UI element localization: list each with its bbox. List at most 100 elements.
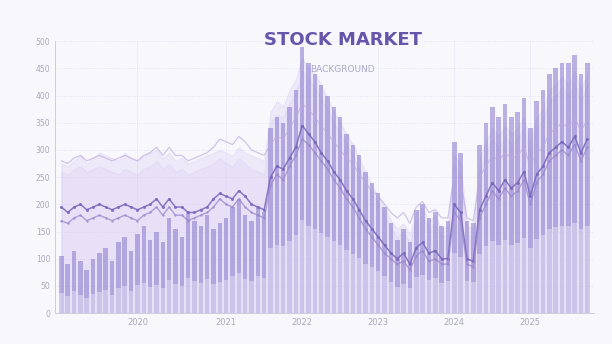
Bar [294, 235, 298, 313]
Bar [370, 267, 374, 313]
Bar [135, 286, 140, 313]
Bar [351, 254, 355, 313]
Bar [585, 226, 589, 313]
Bar [572, 55, 577, 313]
Bar [547, 74, 551, 313]
Bar [249, 281, 254, 313]
Bar [281, 123, 285, 313]
Bar [122, 237, 127, 313]
Bar [116, 243, 121, 313]
Bar [332, 241, 336, 313]
Bar [351, 144, 355, 313]
Bar [414, 210, 419, 313]
Bar [483, 246, 488, 313]
Bar [141, 283, 146, 313]
Bar [256, 276, 260, 313]
Bar [59, 256, 64, 313]
Bar [376, 271, 381, 313]
Bar [287, 241, 292, 313]
Bar [534, 101, 539, 313]
Bar [345, 134, 349, 313]
Bar [395, 287, 400, 313]
Bar [357, 258, 362, 313]
Bar [579, 74, 583, 313]
Bar [401, 283, 406, 313]
Bar [566, 63, 570, 313]
Bar [471, 223, 476, 313]
Bar [325, 96, 330, 313]
Bar [224, 280, 228, 313]
Bar [173, 229, 177, 313]
Bar [268, 128, 273, 313]
Bar [515, 243, 520, 313]
Bar [173, 283, 177, 313]
Bar [553, 68, 558, 313]
Bar [458, 257, 463, 313]
Bar [521, 238, 526, 313]
Bar [433, 213, 438, 313]
Bar [268, 248, 273, 313]
Bar [534, 239, 539, 313]
Bar [192, 281, 196, 313]
Bar [262, 213, 266, 313]
Bar [420, 204, 425, 313]
Bar [389, 282, 393, 313]
Bar [401, 229, 406, 313]
Text: BACKGROUND: BACKGROUND [310, 65, 375, 74]
Bar [230, 276, 235, 313]
Bar [433, 278, 438, 313]
Bar [103, 248, 108, 313]
Bar [560, 63, 564, 313]
Bar [167, 280, 171, 313]
Bar [395, 240, 400, 313]
Bar [364, 172, 368, 313]
Bar [243, 215, 247, 313]
Bar [65, 264, 70, 313]
Bar [338, 245, 343, 313]
Bar [370, 183, 374, 313]
Bar [566, 226, 570, 313]
Bar [313, 229, 317, 313]
Bar [198, 283, 203, 313]
Bar [306, 63, 311, 313]
Bar [160, 288, 165, 313]
Bar [382, 276, 387, 313]
Bar [490, 241, 494, 313]
Bar [179, 287, 184, 313]
Bar [483, 123, 488, 313]
Bar [300, 220, 304, 313]
Bar [427, 280, 431, 313]
Bar [275, 117, 279, 313]
Bar [91, 294, 95, 313]
Bar [585, 63, 589, 313]
Bar [160, 243, 165, 313]
Bar [78, 295, 83, 313]
Bar [97, 292, 102, 313]
Bar [439, 283, 444, 313]
Bar [59, 293, 64, 313]
Bar [427, 218, 431, 313]
Bar [446, 281, 450, 313]
Bar [281, 246, 285, 313]
Bar [78, 261, 83, 313]
Bar [224, 218, 228, 313]
Bar [509, 117, 513, 313]
Bar [110, 295, 114, 313]
Bar [230, 207, 235, 313]
Bar [91, 259, 95, 313]
Bar [110, 261, 114, 313]
Bar [560, 226, 564, 313]
Bar [496, 245, 501, 313]
Bar [186, 213, 190, 313]
Bar [547, 229, 551, 313]
Bar [306, 226, 311, 313]
Bar [452, 142, 457, 313]
Bar [540, 90, 545, 313]
Bar [338, 117, 343, 313]
Bar [154, 232, 159, 313]
Bar [553, 227, 558, 313]
Bar [521, 98, 526, 313]
Bar [540, 235, 545, 313]
Bar [325, 237, 330, 313]
Bar [465, 221, 469, 313]
